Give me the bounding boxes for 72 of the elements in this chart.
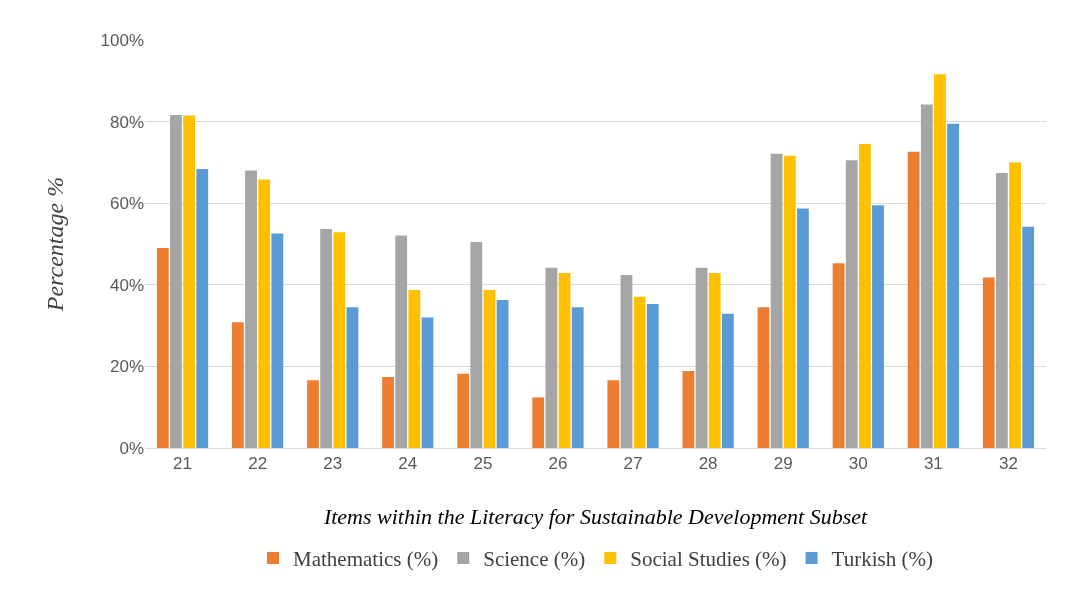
legend-label: Social Studies (%) xyxy=(630,547,787,572)
x-tick-label: 21 xyxy=(173,454,192,474)
bar xyxy=(995,173,1008,448)
x-tick-label: 24 xyxy=(398,454,418,474)
bar xyxy=(333,232,346,448)
bar xyxy=(783,155,796,448)
bar xyxy=(571,307,584,448)
y-tick-label: 20% xyxy=(109,357,144,377)
y-tick-label: 40% xyxy=(109,275,144,295)
x-tick-label: 22 xyxy=(248,454,268,474)
legend-label: Turkish (%) xyxy=(831,547,933,572)
bar xyxy=(845,160,858,448)
bar xyxy=(496,299,509,448)
bar xyxy=(382,377,394,448)
bar xyxy=(470,241,483,448)
y-tick-label: 100% xyxy=(100,30,144,50)
bar xyxy=(757,307,770,448)
x-tick-label: 31 xyxy=(923,454,943,474)
y-axis-title: Percentage % xyxy=(41,176,68,313)
bar xyxy=(156,248,169,448)
bar xyxy=(307,380,319,448)
bar xyxy=(934,74,946,448)
bar xyxy=(646,303,659,448)
bar xyxy=(682,370,695,448)
x-tick-label: 25 xyxy=(473,454,493,474)
bar xyxy=(721,313,734,448)
bar xyxy=(558,272,571,448)
bar xyxy=(183,115,196,448)
bar xyxy=(408,290,421,448)
x-tick-label: 30 xyxy=(848,454,868,474)
x-axis-title: Items within the Literacy for Sustainable Development Subset xyxy=(322,504,868,529)
bar xyxy=(1009,162,1021,448)
x-tick-label: 32 xyxy=(999,454,1018,474)
bar xyxy=(395,235,408,448)
bar xyxy=(532,397,545,448)
bar xyxy=(907,151,920,448)
bar xyxy=(170,115,182,448)
bar xyxy=(982,277,995,448)
y-tick-label: 80% xyxy=(109,112,144,132)
x-tick-label: 28 xyxy=(698,454,718,474)
bar xyxy=(607,380,620,448)
bar xyxy=(258,179,271,448)
bar xyxy=(633,296,646,448)
bar xyxy=(196,168,209,448)
legend-label: Science (%) xyxy=(483,547,586,572)
bar xyxy=(232,322,244,448)
bar xyxy=(695,267,708,448)
bar xyxy=(245,170,257,448)
bar xyxy=(858,144,871,448)
y-tick-label: 0% xyxy=(119,438,144,458)
bar xyxy=(346,307,359,448)
bar xyxy=(320,228,333,448)
bar xyxy=(483,290,496,448)
bar xyxy=(457,373,470,448)
x-tick-label: 26 xyxy=(548,454,568,474)
bar xyxy=(620,275,633,448)
y-tick-label: 60% xyxy=(109,194,144,214)
legend-label: Mathematics (%) xyxy=(293,547,439,572)
bar xyxy=(832,263,845,448)
x-tick-label: 29 xyxy=(773,454,793,474)
bar xyxy=(797,208,809,448)
bar xyxy=(271,233,284,448)
x-tick-label: 23 xyxy=(323,454,343,474)
bar xyxy=(421,317,434,448)
bar xyxy=(708,272,721,448)
bar xyxy=(545,267,558,448)
bar xyxy=(947,123,959,448)
bar xyxy=(770,153,783,448)
bar xyxy=(920,104,933,448)
bar xyxy=(872,205,884,448)
bar xyxy=(1022,226,1035,448)
x-tick-label: 27 xyxy=(623,454,643,474)
